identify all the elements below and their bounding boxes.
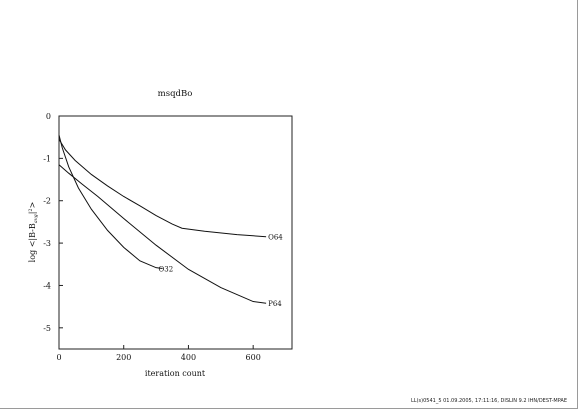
series-label-p64: P64	[268, 300, 282, 308]
x-axis-label: iteration count	[145, 369, 206, 378]
series-line-o64	[58, 139, 267, 238]
plot-frame	[58, 115, 293, 350]
y-axis-label-subscript: avg	[33, 214, 39, 223]
axis-ticks: 0 200 400 600 0 -1 -2 -3 -4 -5	[43, 112, 261, 362]
y-tick-label: -3	[43, 239, 51, 248]
chart-title: msqdBo	[158, 89, 193, 99]
y-axis-label-main: log <|B-B	[28, 223, 37, 262]
y-tick-label: 0	[46, 112, 51, 121]
series-layer: O64 O32 P64	[58, 134, 283, 308]
y-tick-label: -2	[43, 197, 51, 206]
y-axis-label-bar: |	[28, 212, 37, 215]
series-line-p64	[58, 164, 267, 304]
y-tick-label: -5	[43, 324, 51, 333]
svg-text:log <|B-Bavg|2>: log <|B-Bavg|2>	[28, 202, 39, 263]
y-tick-label: -4	[43, 281, 51, 290]
x-tick-label: 200	[116, 353, 131, 362]
x-tick-label: 0	[56, 353, 61, 362]
y-axis-label-end: >	[28, 202, 37, 209]
y-axis-label: log <|B-Bavg|2>	[28, 202, 39, 263]
footer-metadata: LL(s)0541_5 01.09.2005, 17:11:16, DISLIN…	[411, 398, 567, 404]
series-label-o32: O32	[159, 266, 174, 274]
series-line-o32	[58, 134, 163, 270]
series-label-o64: O64	[268, 234, 283, 242]
y-axis-label-superscript: 2	[28, 208, 34, 211]
x-tick-label: 400	[181, 353, 196, 362]
y-tick-label: -1	[43, 154, 51, 163]
x-tick-label: 600	[246, 353, 261, 362]
